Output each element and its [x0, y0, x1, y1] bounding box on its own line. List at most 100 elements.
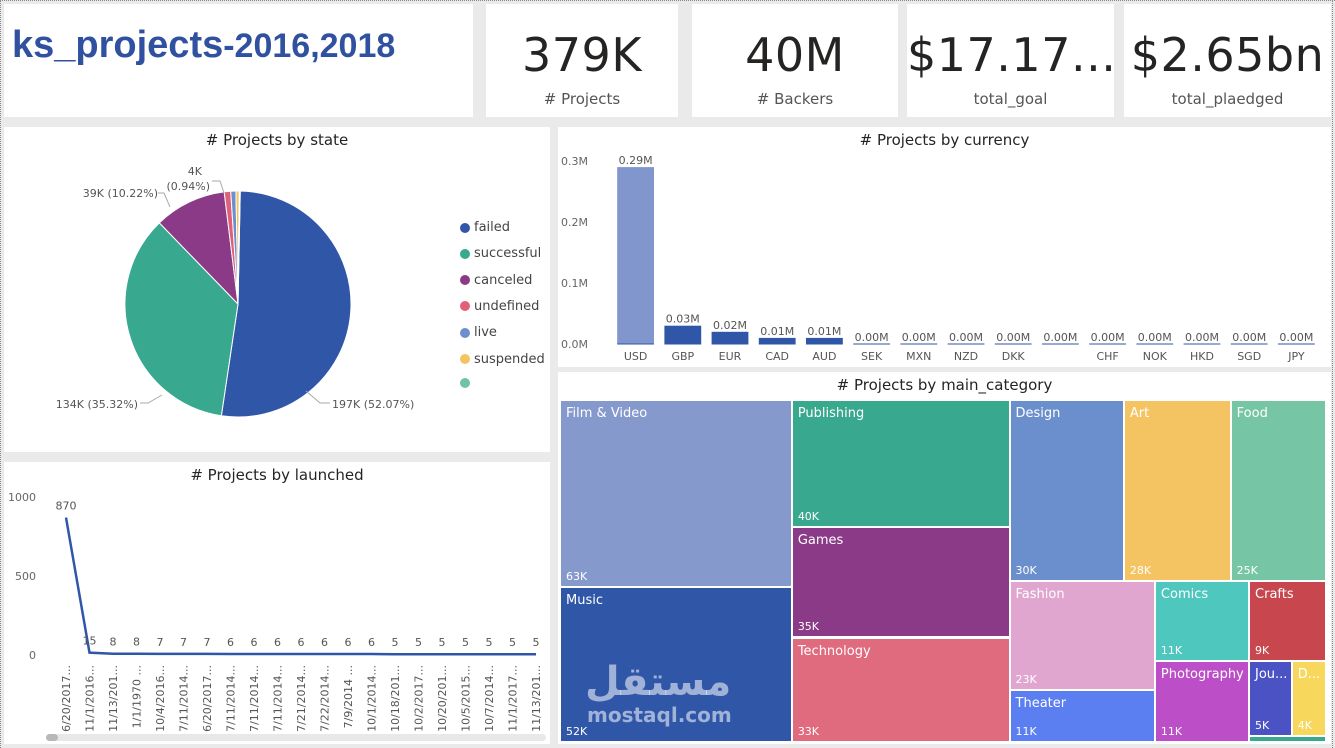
treemap-cell-art[interactable]: Art 28K — [1123, 400, 1231, 581]
line-value-label: 7 — [157, 636, 164, 649]
bar-AUD[interactable] — [805, 337, 843, 344]
bar-value-label: 0.00M — [1043, 331, 1077, 344]
kpi-card-backers[interactable]: 40M # Backers — [692, 4, 898, 117]
line-x-tick: 6/20/2017... — [60, 665, 73, 732]
treemap-area: Film & Video 63K Music 52K Publishing 40K Game… — [560, 400, 1326, 742]
line-value-label: 7 — [204, 636, 211, 649]
bar-value-label: 0.00M — [949, 331, 983, 344]
legend-item-successful[interactable]: successful — [460, 246, 541, 261]
treemap-cell-name: Art — [1129, 406, 1150, 421]
line-x-tick: 10/20/201... — [436, 665, 449, 732]
pie-chart-card[interactable]: # Projects by state 197K (52.07%) 134K (… — [4, 127, 550, 452]
line-x-tick: 10/18/201... — [389, 665, 402, 732]
treemap-cell-food[interactable]: Food 25K — [1230, 400, 1326, 581]
line-value-label: 6 — [368, 636, 375, 649]
bar-value-label: 0.00M — [1232, 331, 1266, 344]
horizontal-scrollbar[interactable] — [46, 734, 546, 741]
treemap-cell-publishing[interactable]: Publishing 40K — [791, 400, 1010, 527]
legend-item-live[interactable]: live — [460, 325, 497, 340]
kpi-card-projects[interactable]: 379K # Projects — [486, 4, 678, 117]
scrollbar-thumb[interactable] — [46, 734, 58, 741]
bar-x-tick: SGD — [1237, 350, 1261, 363]
bar-value-label: 0.00M — [1091, 331, 1125, 344]
legend-dot — [460, 327, 470, 338]
legend-item-canceled[interactable]: canceled — [460, 273, 532, 288]
line-value-label: 6 — [345, 636, 352, 649]
line-chart-card[interactable]: # Projects by launched 0 500 1000 6/20/201… — [4, 462, 550, 744]
treemap-cell-film-video[interactable]: Film & Video 63K — [560, 400, 792, 588]
legend-dot — [460, 301, 470, 312]
legend-item-undefined[interactable]: undefined — [460, 299, 539, 314]
treemap-cell-name: Publishing — [797, 406, 865, 421]
bar-chart-title: # Projects by currency — [859, 131, 1030, 149]
line-value-label: 6 — [298, 636, 305, 649]
pie-chart-svg: 197K (52.07%) 134K (35.32%) 39K (10.22%)… — [56, 165, 414, 418]
pie-slice-successful[interactable] — [124, 222, 239, 417]
treemap-cell-value: 11K — [1015, 724, 1037, 738]
pie-slices — [124, 190, 352, 418]
line-value-label: 6 — [321, 636, 328, 649]
legend-label: canceled — [474, 272, 533, 288]
bar-value-label: 0.01M — [807, 325, 841, 338]
pie-label-small-percent: (0.94%) — [166, 180, 210, 193]
bar-CAD[interactable] — [758, 337, 796, 344]
kpi-label: # Projects — [543, 90, 621, 108]
bar-value-label: 0.29M — [619, 154, 653, 167]
bar-value-label: 0.00M — [855, 331, 889, 344]
treemap-cell-music[interactable]: Music 52K — [560, 587, 792, 742]
treemap-cell-value: 4K — [1297, 718, 1312, 732]
treemap-cell-value: 35K — [797, 620, 820, 634]
bar-x-tick: EUR — [719, 350, 742, 363]
bar-USD[interactable] — [617, 167, 655, 344]
kpi-card-total-goal[interactable]: $17.17... total_goal — [907, 4, 1116, 117]
legend-item-failed[interactable]: failed — [460, 220, 510, 235]
treemap-cell-games[interactable]: Games 35K — [791, 526, 1010, 638]
bar-value-label: 0.00M — [1138, 331, 1172, 344]
treemap-cell-value: 40K — [797, 509, 820, 523]
pie-slice-canceled[interactable] — [158, 191, 239, 306]
treemap-cell-jou[interactable]: Jou... 5K — [1249, 661, 1292, 736]
bar-chart-svg: 0.0M 0.1M 0.2M 0.3M 0.29M USD 0.03M GBP 0.02M EU… — [561, 154, 1315, 363]
pie-slice-other[interactable] — [237, 190, 241, 305]
page-frame-left — [0, 0, 2, 748]
bar-EUR[interactable] — [711, 331, 749, 344]
bar-value-label: 0.02M — [713, 319, 747, 332]
bar-GBP[interactable] — [664, 325, 702, 344]
treemap-cell-theater[interactable]: Theater 11K — [1009, 689, 1155, 742]
legend-dot — [460, 248, 470, 259]
treemap-cell-technology[interactable]: Technology 33K — [791, 637, 1010, 742]
treemap-cell-crafts[interactable]: Crafts 9K — [1249, 580, 1326, 662]
treemap-cell-name: Comics — [1160, 586, 1209, 602]
pie-label-failed: 197K (52.07%) — [332, 398, 414, 411]
treemap-cell-fashion[interactable]: Fashion 23K — [1009, 580, 1155, 690]
treemap-cell-small-remainder[interactable] — [1249, 736, 1326, 742]
treemap-cell-comics[interactable]: Comics 11K — [1154, 580, 1249, 662]
line-value-label: 8 — [110, 636, 117, 649]
treemap-cell-name: Music — [566, 593, 603, 609]
pie-slice-failed[interactable] — [220, 190, 352, 418]
bar-value-label: 0.00M — [1185, 331, 1219, 344]
bar-marks: 0.29M USD 0.03M GBP 0.02M EUR 0.01M CAD 0.01M AUD… — [617, 154, 1315, 363]
line-x-tick: 11/1/2017... — [507, 665, 520, 732]
legend-item-blank[interactable] — [460, 377, 474, 388]
legend-label: undefined — [474, 298, 540, 314]
treemap-cell-name: Jou... — [1255, 667, 1288, 683]
legend-item-suspended[interactable]: suspended — [460, 352, 545, 367]
bar-x-tick: JPY — [1287, 350, 1305, 363]
treemap-cell-photography[interactable]: Photography 11K — [1154, 661, 1249, 742]
bar-chart-card[interactable]: # Projects by currency 0.0M 0.1M 0.2M 0.3M … — [558, 127, 1331, 367]
bar-value-label: 0.00M — [902, 331, 936, 344]
treemap-cell-name: Photography — [1160, 667, 1244, 683]
treemap-card[interactable]: # Projects by main_category Film & Video… — [558, 372, 1331, 744]
line-value-label: 8 — [133, 636, 140, 649]
report-title: ks_projects-2016,2018 — [12, 24, 395, 67]
treemap-cell-design[interactable]: Design 30K — [1009, 400, 1124, 581]
line-x-tick: 7/21/2014... — [295, 665, 308, 732]
treemap-cell-name: Fashion — [1015, 586, 1065, 602]
kpi-card-total-pledged[interactable]: $2.65bn total_plaedged — [1124, 4, 1331, 117]
treemap-cell-d[interactable]: D... 4K — [1291, 661, 1326, 736]
kpi-value: 379K — [522, 28, 642, 82]
line-x-tick: 10/4/2016... — [154, 665, 167, 732]
legend-dot — [460, 377, 470, 388]
line-y-axis: 0 500 1000 — [8, 491, 36, 662]
